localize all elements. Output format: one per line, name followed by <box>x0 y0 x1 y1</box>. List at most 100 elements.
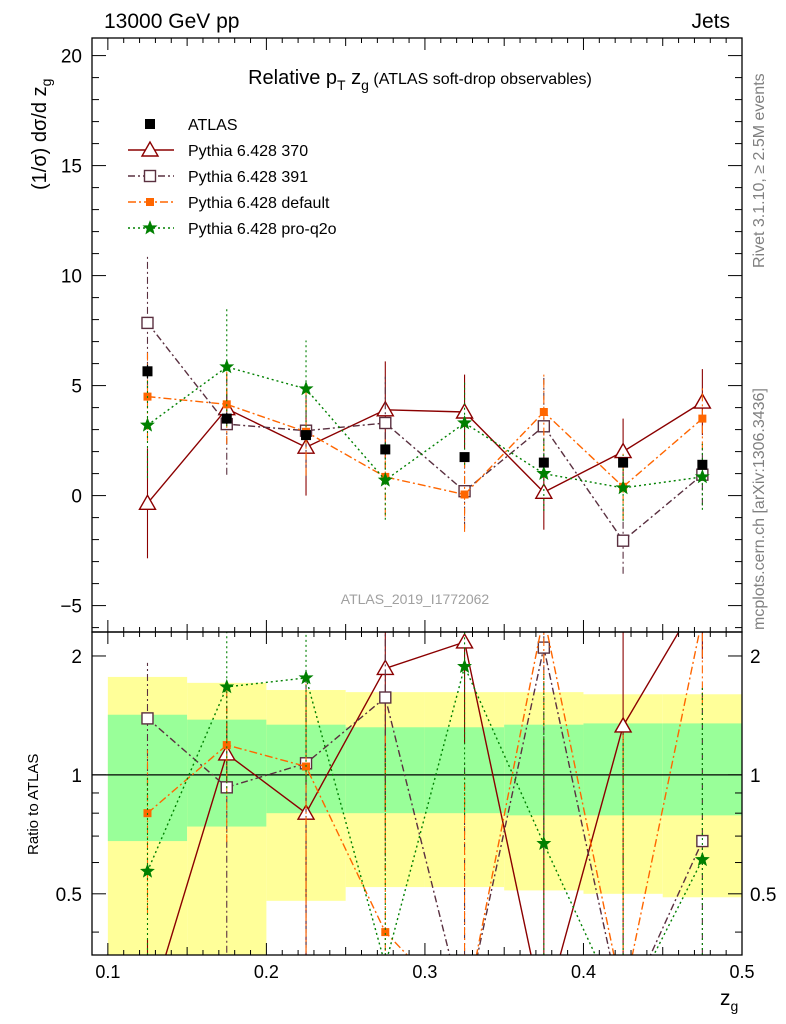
ratio-series-3-point-2 <box>298 670 314 685</box>
ratio-series-3-point-7 <box>694 851 710 867</box>
ratio-series-0-point-4 <box>455 632 474 649</box>
legend-marker-2 <box>146 198 154 206</box>
series-2-point-5 <box>539 408 548 416</box>
atlas-point-2 <box>301 430 312 441</box>
ratio-series-1-point-7 <box>696 834 709 848</box>
legend-entry-2: Pythia 6.428 default <box>128 195 330 212</box>
series-0-point-0 <box>138 493 157 510</box>
legend-label-0: Pythia 6.428 370 <box>188 143 308 160</box>
header-right: Jets <box>691 10 730 33</box>
ratio-plot <box>140 584 710 1021</box>
ratio-series-0-point-5 <box>536 1007 552 1021</box>
ratio-axis-label: Ratio to ATLAS <box>25 754 42 855</box>
series-3-point-2 <box>298 381 314 396</box>
series-1-point-0 <box>141 316 154 330</box>
atlas-point-3 <box>380 444 391 455</box>
y-tick-label-2: 5 <box>71 377 82 398</box>
legend-entry-atlas: ATLAS <box>145 117 238 134</box>
atlas-point-1 <box>221 413 232 424</box>
ratio-series-0-point-7 <box>694 584 710 598</box>
ratio-series-2-point-6 <box>619 996 627 1004</box>
series-3-point-3 <box>377 472 393 487</box>
atlas-point-0 <box>142 366 153 377</box>
header-left: 13000 GeV pp <box>104 10 239 33</box>
y-tick-label-3: 10 <box>61 267 82 288</box>
ratio-series-3 <box>140 632 710 1021</box>
main-plot <box>138 256 712 574</box>
ratio-series-2-point-7 <box>698 614 706 622</box>
ratio-tick-label-left-1: 1 <box>71 766 82 787</box>
series-2-line <box>147 395 703 496</box>
y-tick-label-5: 20 <box>61 47 82 68</box>
x-tick-label-4: 0.5 <box>729 962 754 982</box>
legend-marker-3 <box>142 220 158 235</box>
legend-label-3: Pythia 6.428 pro-q2o <box>188 221 337 238</box>
legend-label-atlas: ATLAS <box>188 117 238 134</box>
mcplots-label: mcplots.cern.ch [arXiv:1306.3436] <box>751 388 768 630</box>
x-tick-label-0: 0.1 <box>95 962 120 982</box>
series-3-line <box>147 366 703 489</box>
ratio-series-2-point-1 <box>222 741 231 750</box>
x-tick-label-1: 0.2 <box>254 962 279 982</box>
y-tick-label-0: −5 <box>60 597 82 618</box>
legend-marker-0 <box>140 140 160 157</box>
legend-entry-0: Pythia 6.428 370 <box>128 140 308 160</box>
ratio-series-0-line <box>164 632 680 955</box>
ratio-series-1-point-3 <box>379 691 392 704</box>
legend-entry-1: Pythia 6.428 391 <box>128 169 308 186</box>
axes: 0.1 0.2 0.3 0.4 0.5 −5 0 5 10 15 20 0.5 0.5 1 1 2 2 <box>56 37 776 982</box>
atlas-point-4 <box>459 452 470 463</box>
legend: ATLAS Pythia 6.428 370 Pythia 6.428 391 Pyt… <box>128 117 337 238</box>
rivet-label: Rivet 3.1.10, ≥ 2.5M events <box>751 73 768 268</box>
y-tick-label-1: 0 <box>71 487 82 508</box>
ratio-series-3-point-4 <box>457 658 473 673</box>
legend-entry-3: Pythia 6.428 pro-q2o <box>128 220 337 238</box>
legend-marker-1 <box>143 169 157 183</box>
series-3-point-6 <box>615 480 631 495</box>
series-3-point-5 <box>536 465 552 480</box>
series-1-point-3 <box>379 416 392 430</box>
ratio-series-0-point-6 <box>613 716 633 733</box>
series-0-line <box>146 401 703 504</box>
ratio-series-2-point-4 <box>461 1011 469 1019</box>
series-2-point-4 <box>460 490 469 499</box>
series-0-point-5 <box>534 482 554 499</box>
ratio-series-1-line <box>147 647 704 955</box>
ratio-bands <box>92 676 742 955</box>
ratio-tick-label-left-0: 0.5 <box>56 885 82 906</box>
ratio-tick-label-right-2: 2 <box>750 647 761 668</box>
ratio-series-3-point-1 <box>219 679 235 694</box>
series-3-point-4 <box>457 415 473 430</box>
ratio-frame <box>91 631 743 956</box>
ratio-series-2-line <box>147 632 701 955</box>
x-tick-label-2: 0.3 <box>412 962 437 982</box>
ratio-tick-label-right-1: 1 <box>750 766 761 787</box>
x-axis-label: zg <box>720 987 738 1014</box>
ratio-series-3-point-0 <box>140 863 155 878</box>
legend-marker-atlas <box>145 119 155 129</box>
y-axis-label: (1/σ) dσ/d zg <box>29 79 54 190</box>
atlas-point-6 <box>618 457 629 468</box>
series-3-point-1 <box>219 359 235 374</box>
ratio-series-1-point-0 <box>141 712 154 725</box>
ratio-tick-label-right-0: 0.5 <box>750 885 776 906</box>
series-2-point-7 <box>698 414 707 423</box>
series-3-point-0 <box>139 417 155 432</box>
series-1-line <box>146 322 703 542</box>
legend-label-2: Pythia 6.428 default <box>188 195 330 212</box>
ratio-series-2-point-5 <box>540 612 548 620</box>
chart-title: Relative pT zg (ATLAS soft-drop observab… <box>248 67 592 93</box>
ratio-series-3-point-6 <box>616 1008 629 1021</box>
ratio-tick-label-left-2: 2 <box>71 647 82 668</box>
atlas-point-5 <box>538 457 549 468</box>
series-3-point-7 <box>694 469 710 484</box>
ratio-series-2-point-3 <box>381 928 390 937</box>
analysis-watermark: ATLAS_2019_I1772062 <box>341 591 490 607</box>
atlas-point-7 <box>697 459 708 470</box>
atlas-data <box>142 364 708 470</box>
ratio-series-1-point-4 <box>459 1010 470 1021</box>
ratio-series-3-point-5 <box>536 835 552 850</box>
series-2 <box>143 352 707 532</box>
legend-label-1: Pythia 6.428 391 <box>188 169 308 186</box>
